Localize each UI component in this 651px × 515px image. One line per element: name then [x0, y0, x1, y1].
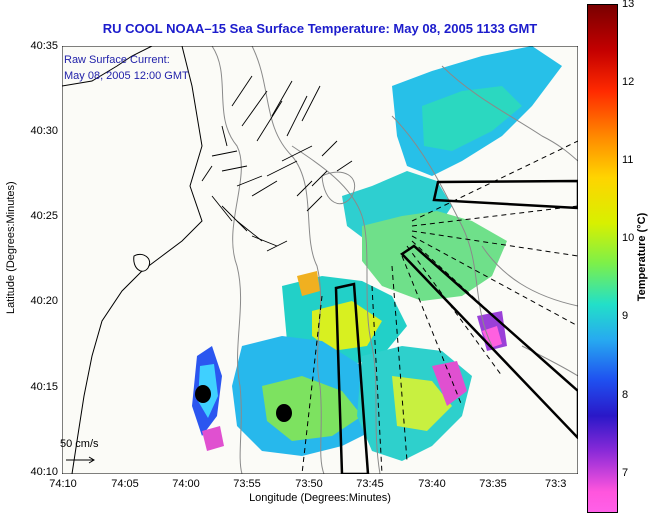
colorbar-tick: 13 — [622, 0, 635, 10]
y-tick: 40:25 — [30, 210, 58, 222]
current-vectors — [201, 75, 353, 252]
x-tick: 73:55 — [233, 478, 261, 490]
colorbar-tick: 7 — [622, 467, 629, 479]
x-tick: 74:00 — [172, 478, 200, 490]
colorbar-tick: 10 — [622, 232, 635, 244]
colorbar-tick: 11 — [622, 154, 634, 166]
y-tick: 40:30 — [30, 125, 58, 137]
colorbar-tick: 8 — [622, 389, 629, 401]
colorbar-label: Temperature (°C) — [636, 212, 648, 302]
coastline — [61, 45, 203, 475]
colorbar — [587, 4, 618, 513]
map-title: RU COOL NOAA–15 Sea Surface Temperature:… — [102, 21, 538, 36]
map-canvas — [61, 45, 580, 476]
x-tick: 73:45 — [356, 478, 384, 490]
bathymetry-contours — [211, 45, 579, 475]
y-tick: 40:15 — [30, 381, 58, 393]
y-tick: 40:35 — [30, 40, 58, 52]
buoy-marker — [195, 385, 211, 403]
map-plot-area — [61, 45, 580, 476]
buoy-marker — [276, 404, 292, 422]
y-axis-label: Latitude (Degrees:Minutes) — [5, 181, 17, 314]
y-tick: 40:20 — [30, 295, 58, 307]
x-tick: 73:35 — [479, 478, 507, 490]
scale-label: 50 cm/s — [60, 438, 99, 450]
colorbar-tick: 9 — [622, 310, 629, 322]
x-tick: 73:40 — [418, 478, 446, 490]
annotation-line2: May 08, 2005 12:00 GMT — [64, 70, 189, 82]
x-tick: 73:50 — [295, 478, 323, 490]
x-tick: 74:05 — [111, 478, 139, 490]
annotation-line1: Raw Surface Current: — [64, 54, 170, 66]
x-axis-label: Longitude (Degrees:Minutes) — [249, 492, 391, 504]
x-tick: 74:10 — [49, 478, 77, 490]
colorbar-tick: 12 — [622, 76, 635, 88]
y-tick: 40:10 — [30, 466, 58, 478]
x-tick: 73:3 — [545, 478, 567, 490]
